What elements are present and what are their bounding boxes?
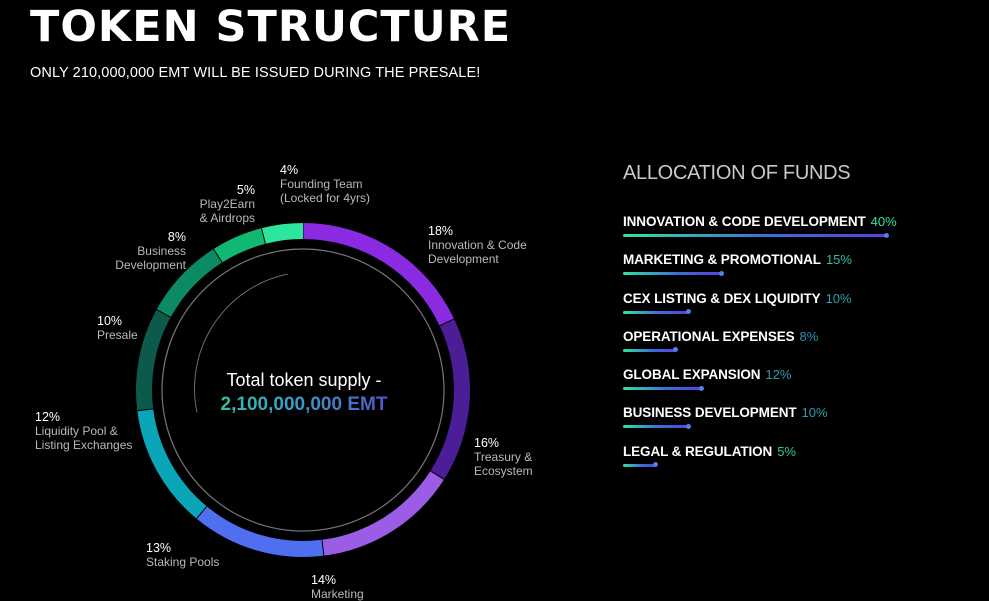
slice-name: Innovation & Code Development	[428, 238, 527, 266]
allocation-item: CEX LISTING & DEX LIQUIDITY 10%	[623, 290, 953, 328]
slice-separator	[196, 506, 208, 519]
slice-name: Business Development	[115, 244, 186, 272]
slice-percent: 13%	[146, 541, 172, 555]
allocation-bar	[623, 309, 691, 315]
slice-separator	[213, 248, 223, 263]
allocation-bar	[623, 462, 658, 468]
allocation-name: GLOBAL EXPANSION	[623, 367, 761, 383]
allocation-bar	[623, 385, 705, 391]
slice-separator	[430, 470, 445, 480]
slice-name: Marketing	[311, 587, 364, 601]
center-value: 2,100,000,000 EMT	[168, 392, 440, 418]
slice-label: 10% Presale	[97, 314, 138, 342]
slice-percent: 12%	[35, 410, 61, 424]
inner-ring	[161, 248, 445, 532]
allocation-percent: 40%	[870, 214, 897, 229]
slice-percent: 16%	[474, 436, 500, 450]
slice-name: Liquidity Pool & Listing Exchanges	[35, 424, 133, 452]
allocation-percent: 10%	[825, 290, 852, 306]
allocation-item: GLOBAL EXPANSION 12%	[623, 366, 953, 404]
slice-percent: 4%	[280, 163, 299, 177]
slice-label: 13% Staking Pools	[146, 541, 219, 569]
allocation-item: INNOVATION & CODE DEVELOPMENT 40%	[623, 213, 953, 251]
allocation-name: BUSINESS DEVELOPMENT	[623, 405, 797, 421]
allocation-item: MARKETING & PROMOTIONAL 15%	[623, 251, 953, 289]
allocation-percent: 5%	[777, 443, 796, 459]
allocation-name: MARKETING & PROMOTIONAL	[623, 252, 821, 268]
allocation-name: LEGAL & REGULATION	[623, 443, 773, 459]
slice-name: Treasury & Ecosystem	[474, 450, 533, 478]
allocation-item: LEGAL & REGULATION 5%	[623, 443, 953, 481]
allocation-item: BUSINESS DEVELOPMENT 10%	[623, 404, 953, 442]
donut-center: Total token supply - 2,100,000,000 EMT	[168, 368, 440, 418]
slice-percent: 18%	[428, 224, 454, 238]
slice-separator	[260, 228, 266, 244]
allocation-bar	[623, 270, 724, 276]
allocation-percent: 12%	[765, 367, 792, 383]
slice-label: 8% Business Development	[114, 230, 186, 272]
allocation-percent: 8%	[799, 328, 819, 344]
slice-name: Presale	[97, 328, 138, 342]
donut-slice	[261, 223, 303, 244]
slice-label: 16% Treasury & Ecosystem	[474, 436, 533, 478]
donut-slice	[156, 248, 223, 318]
donut-slice	[303, 223, 455, 326]
inner-arc	[194, 273, 288, 413]
slice-name: Play2Earn & Airdrops	[199, 197, 255, 225]
slice-separator	[137, 408, 154, 412]
slice-separator	[156, 309, 171, 318]
slice-label: 18% Innovation & Code Development	[428, 224, 527, 266]
allocation-percent: 10%	[801, 405, 828, 421]
donut-slice	[321, 470, 445, 556]
slice-label: 12% Liquidity Pool & Listing Exchanges	[35, 410, 132, 452]
allocation-list: INNOVATION & CODE DEVELOPMENT 40% MARKETIN…	[623, 213, 953, 481]
allocation-item: OPERATIONAL EXPENSES 8%	[623, 328, 953, 366]
allocation-title: ALLOCATION OF FUNDS	[623, 162, 851, 184]
slice-label: 14% Marketing	[311, 573, 364, 601]
donut-slice	[430, 318, 470, 480]
allocation-name: OPERATIONAL EXPENSES	[623, 328, 795, 344]
slice-separator	[439, 318, 455, 327]
allocation-bar	[623, 232, 889, 238]
slice-percent: 8%	[167, 230, 186, 244]
slice-percent: 5%	[236, 183, 255, 197]
allocation-bar	[623, 423, 691, 429]
page-subtitle: ONLY 210,000,000 EMT WILL BE ISSUED DURI…	[30, 65, 481, 81]
slice-label: 4% Founding Team (Locked for 4yrs)	[280, 163, 370, 205]
allocation-name: INNOVATION & CODE DEVELOPMENT	[623, 214, 866, 229]
donut-slice	[196, 506, 324, 557]
slice-label: 5% Play2Earn & Airdrops	[199, 183, 255, 225]
allocation-percent: 15%	[825, 252, 852, 268]
allocation-bar	[623, 347, 678, 353]
center-label: Total token supply -	[226, 370, 382, 390]
donut-slice	[136, 309, 171, 411]
slice-percent: 10%	[97, 314, 123, 328]
allocation-name: CEX LISTING & DEX LIQUIDITY	[623, 290, 821, 306]
slice-percent: 14%	[311, 573, 337, 587]
slice-separator	[321, 539, 325, 556]
donut-slice	[213, 228, 266, 263]
slice-name: Founding Team (Locked for 4yrs)	[280, 177, 371, 205]
donut-slices	[136, 223, 470, 557]
slice-name: Staking Pools	[146, 555, 220, 569]
donut-slice	[137, 408, 207, 519]
page-title: TOKEN STRUCTURE	[30, 2, 512, 52]
